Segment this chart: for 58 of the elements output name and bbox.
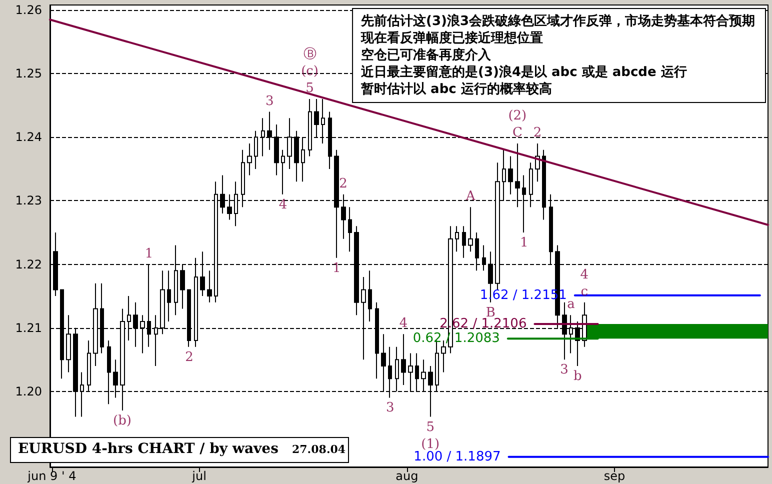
candlestick <box>455 226 459 252</box>
annotation: 2 <box>185 350 194 365</box>
annotation: 先前估计这(3)浪3会跌破綠色区域才作反弹，市场走势基本符合预期 <box>360 13 756 29</box>
candlestick <box>281 149 285 195</box>
candlestick <box>80 372 84 418</box>
annotation: 近日最主要留意的是(3)浪4是以 abc 或是 abcde 运行 <box>360 64 687 80</box>
annotation: 空仓已可准备再度介入 <box>361 47 492 63</box>
y-tick-label: 1.21 <box>15 320 42 335</box>
annotation: 暂时估计以 abc 运行的概率较高 <box>360 81 552 97</box>
annotation: 5 <box>426 420 434 435</box>
annotation: 3 <box>386 400 394 416</box>
annotation: b <box>574 368 582 384</box>
y-tick-label: 1.23 <box>15 194 42 208</box>
annotation: (1) <box>421 436 440 452</box>
annotation: (2) <box>508 108 527 124</box>
y-tick-label: 1.25 <box>15 66 42 81</box>
candlestick <box>468 206 473 252</box>
series-label: 1.00 / 1.1897 <box>414 449 501 464</box>
annotation: 1 <box>520 236 528 251</box>
x-tick-label: aug <box>396 469 418 483</box>
annotation: 1 <box>144 246 154 262</box>
annotation: 5 <box>306 81 314 96</box>
annotation: 2 <box>533 126 542 141</box>
x-tick-label: jul <box>191 469 206 483</box>
annotation: 3 <box>265 94 274 109</box>
annotation: 3 <box>560 362 568 378</box>
candlestick <box>207 270 212 303</box>
annotation: 现在看反弹幅度已接近理想位置 <box>360 30 544 46</box>
candlestick <box>542 149 546 220</box>
y-tick-label: 1.20 <box>15 384 42 398</box>
text: EURUSD 4-hrs CHART / by waves <box>18 441 279 457</box>
annotation: 1 <box>332 260 341 276</box>
candlestick <box>308 98 312 157</box>
candlestick <box>508 156 513 195</box>
candlestick <box>401 334 406 386</box>
annotation: 4 <box>399 316 408 332</box>
candlestick <box>254 130 258 170</box>
candlestick <box>441 340 446 373</box>
y-tick-label: 1.24 <box>15 130 42 144</box>
candlestick <box>368 270 372 322</box>
candlestick <box>247 143 252 176</box>
x-tick-label: sep <box>604 469 626 483</box>
annotation: 4 <box>580 267 589 282</box>
candlestick <box>348 206 352 252</box>
annotation: 4 <box>278 197 288 212</box>
annotation: C <box>512 126 522 141</box>
annotation: (b) <box>113 413 132 428</box>
y-tick-label: 1.26 <box>15 3 42 18</box>
y-tick-label: 1.22 <box>15 257 42 272</box>
annotation: a <box>567 297 576 312</box>
candlestick <box>167 270 171 322</box>
annotation: 2 <box>339 176 348 192</box>
annotation: A <box>464 189 476 204</box>
annotation: Ⓑ <box>303 47 316 62</box>
candlestick <box>462 226 466 258</box>
x-tick-label: jun 9 ' 4 <box>26 469 76 483</box>
text: 27.08.04 <box>292 443 346 456</box>
candlestick <box>482 244 486 272</box>
